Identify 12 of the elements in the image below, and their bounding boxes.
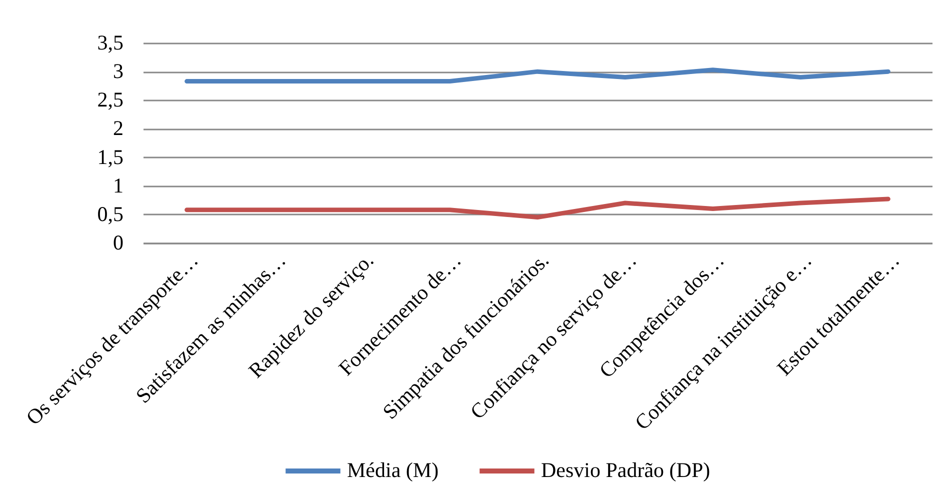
y-tick-label: 0,5 xyxy=(97,202,124,226)
line-series xyxy=(184,68,890,84)
y-tick-label: 0 xyxy=(113,230,124,254)
legend-label: Desvio Padrão (DP) xyxy=(541,458,710,482)
y-tick-label: 1 xyxy=(113,173,124,198)
y-tick-label: 3,5 xyxy=(97,30,124,54)
y-tick-label: 3 xyxy=(113,59,124,84)
y-tick-label: 2 xyxy=(113,116,124,140)
line-series xyxy=(184,196,890,220)
legend-label: Média (M) xyxy=(347,458,439,482)
y-tick-label: 2,5 xyxy=(97,88,124,112)
y-tick-label: 1,5 xyxy=(97,144,124,169)
